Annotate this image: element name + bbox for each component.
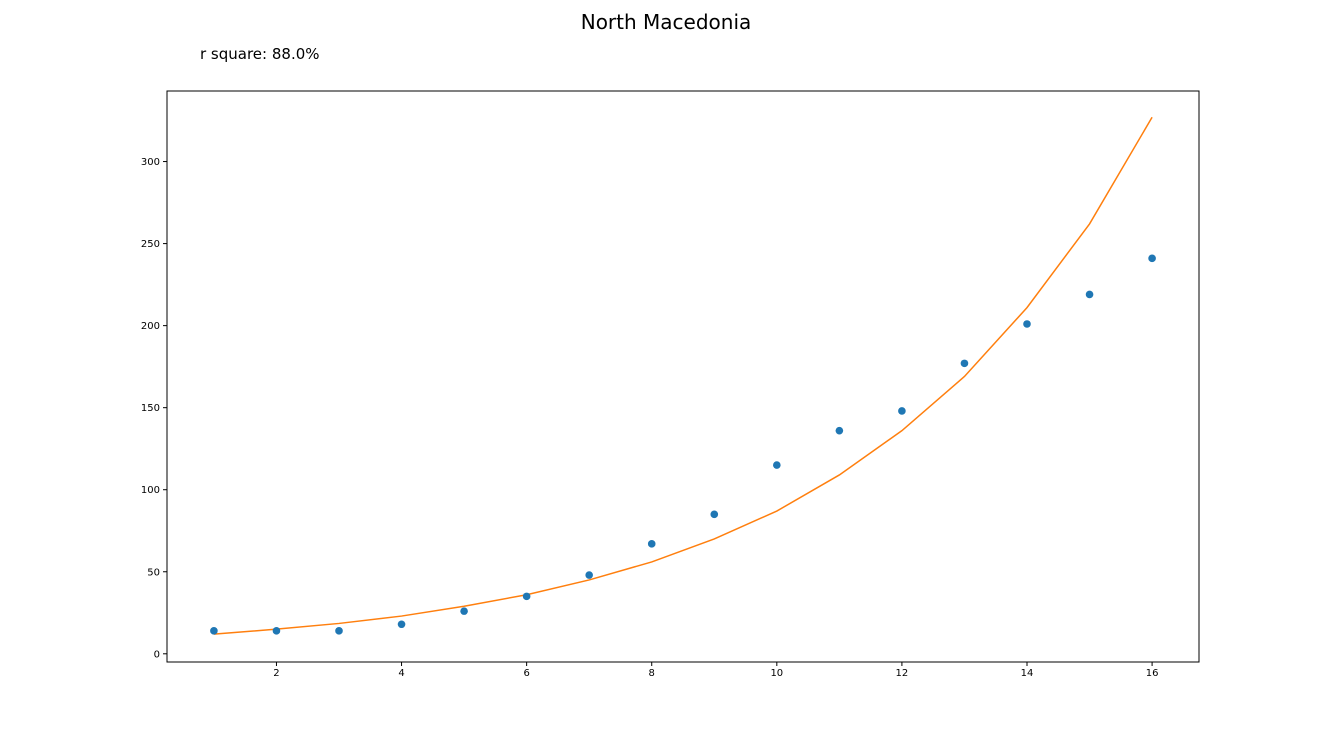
x-tick-label: 16 — [1146, 668, 1159, 679]
x-tick-label: 2 — [273, 668, 279, 679]
data-point — [585, 571, 593, 579]
plot-frame — [166, 90, 1200, 663]
data-points-layer — [210, 254, 1156, 635]
y-tick-label: 50 — [147, 567, 160, 578]
chart-title: North Macedonia — [580, 10, 752, 34]
axes-layer: 2 4 6 8 10 12 14 16 0 50 100 150 200 250 300 — [141, 157, 1159, 679]
data-point — [835, 426, 844, 435]
y-tick-label: 300 — [141, 157, 160, 168]
data-point — [272, 627, 281, 635]
data-point — [960, 359, 969, 368]
y-tick-label: 0 — [154, 649, 160, 660]
y-tick-label: 250 — [141, 239, 160, 250]
data-point — [397, 620, 406, 629]
fit-line — [213, 116, 1153, 635]
y-tick-label: 150 — [141, 403, 160, 414]
data-point — [1023, 320, 1031, 328]
x-tick-label: 12 — [896, 668, 909, 679]
x-tick-label: 8 — [649, 668, 655, 679]
y-tick-label: 200 — [141, 321, 160, 332]
x-tick-label: 14 — [1021, 668, 1034, 679]
y-tick-label: 100 — [141, 485, 160, 496]
data-point — [335, 627, 343, 635]
data-point — [1085, 290, 1094, 299]
data-point — [460, 607, 468, 615]
x-tick-label: 6 — [523, 668, 529, 679]
data-point — [710, 510, 719, 519]
r-square-annotation: r square: 88.0% — [200, 45, 320, 63]
data-point — [773, 461, 781, 469]
data-point — [647, 540, 656, 548]
x-tick-label: 10 — [770, 668, 783, 679]
x-tick-label: 4 — [398, 668, 404, 679]
data-point — [210, 627, 218, 635]
fit-line-layer — [213, 116, 1153, 635]
data-point — [522, 592, 531, 601]
data-point — [1148, 254, 1156, 263]
data-point — [898, 407, 906, 415]
